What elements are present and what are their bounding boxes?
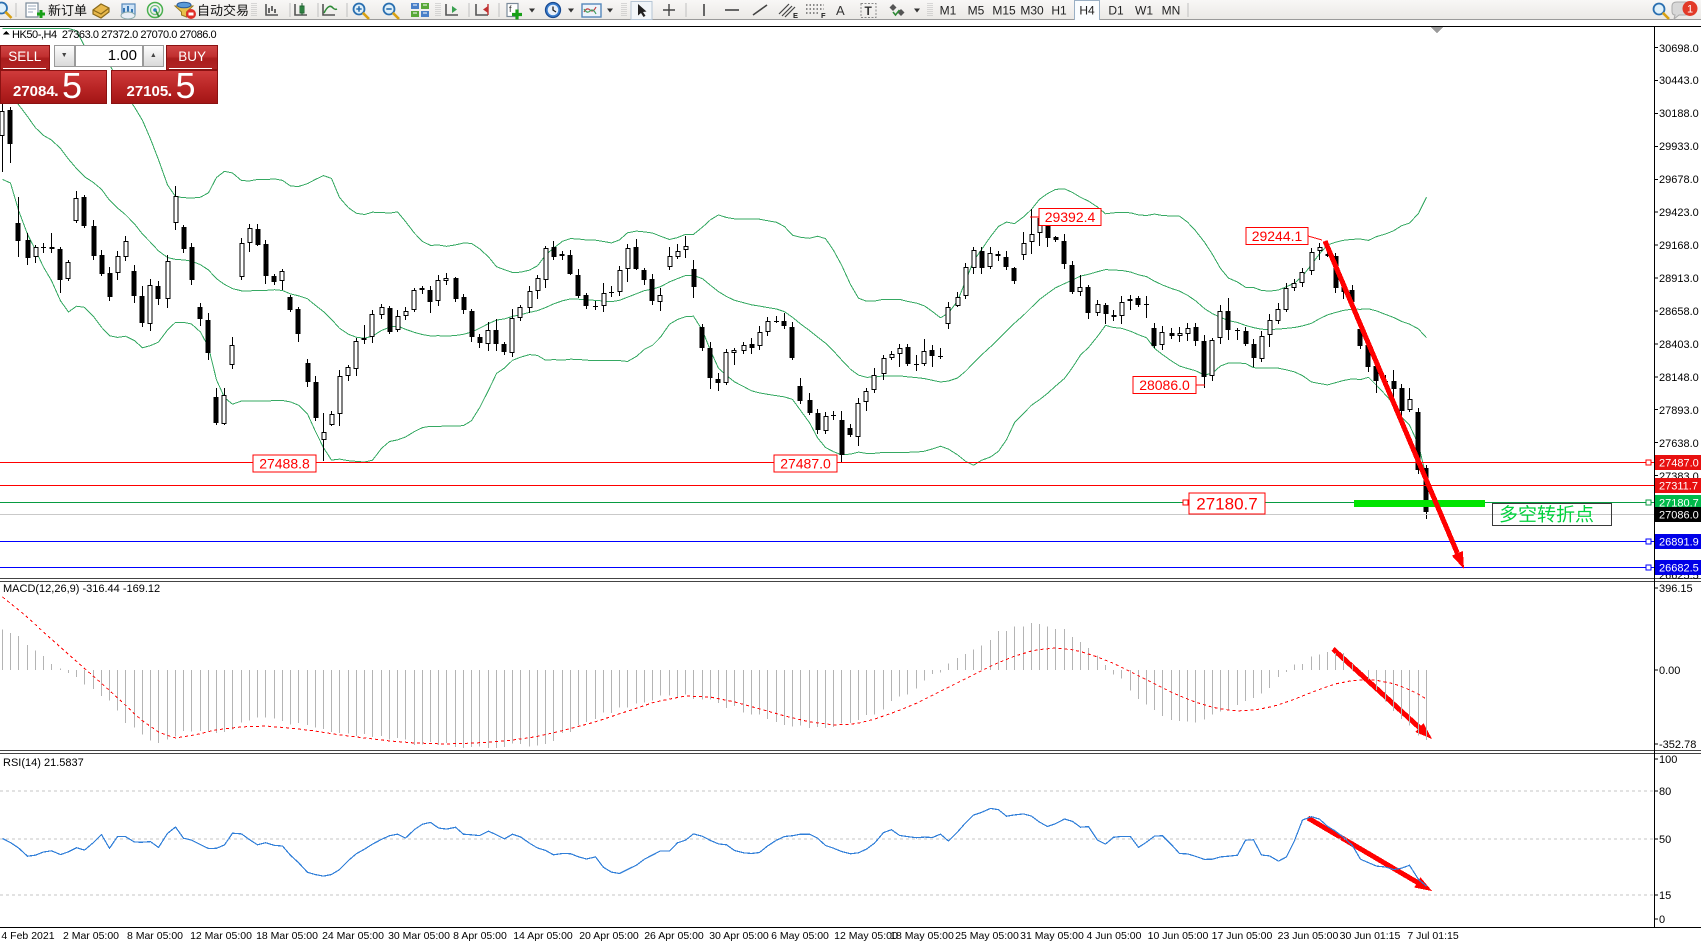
svg-text:28658.0: 28658.0: [1659, 306, 1699, 318]
svg-text:W1: W1: [1135, 4, 1153, 18]
svg-text:f: f: [509, 4, 512, 14]
svg-text:4 Feb 2021: 4 Feb 2021: [1, 930, 54, 942]
svg-text:27893.0: 27893.0: [1659, 405, 1699, 417]
svg-text:T: T: [865, 4, 873, 18]
svg-text:80: 80: [1659, 786, 1671, 798]
svg-text:27180.7: 27180.7: [1196, 495, 1257, 514]
svg-text:18 Mar 05:00: 18 Mar 05:00: [256, 930, 318, 942]
svg-text:27638.0: 27638.0: [1659, 438, 1699, 450]
svg-text:30188.0: 30188.0: [1659, 108, 1699, 120]
svg-text:30698.0: 30698.0: [1659, 43, 1699, 55]
svg-text:15: 15: [1659, 890, 1671, 902]
svg-text:26891.9: 26891.9: [1659, 537, 1699, 549]
svg-text:12 Mar 05:00: 12 Mar 05:00: [190, 930, 252, 942]
svg-text:18 May 05:00: 18 May 05:00: [890, 930, 954, 942]
svg-text:H4: H4: [1079, 4, 1095, 18]
svg-text:M30: M30: [1020, 4, 1044, 18]
svg-text:12 May 05:00: 12 May 05:00: [834, 930, 898, 942]
svg-text:26682.5: 26682.5: [1659, 563, 1699, 575]
svg-text:M1: M1: [940, 4, 957, 18]
svg-text:29678.0: 29678.0: [1659, 174, 1699, 186]
svg-text:30 Jun 01:15: 30 Jun 01:15: [1340, 930, 1401, 942]
svg-text:23 Jun 05:00: 23 Jun 05:00: [1278, 930, 1339, 942]
svg-text:0.00: 0.00: [1659, 665, 1680, 677]
svg-text:29168.0: 29168.0: [1659, 240, 1699, 252]
svg-text:25 May 05:00: 25 May 05:00: [955, 930, 1019, 942]
svg-text:8 Apr 05:00: 8 Apr 05:00: [453, 930, 507, 942]
svg-text:27488.8: 27488.8: [259, 456, 310, 472]
svg-text:M15: M15: [992, 4, 1016, 18]
svg-text:2 Mar 05:00: 2 Mar 05:00: [63, 930, 119, 942]
svg-text:27487.0: 27487.0: [1659, 458, 1699, 470]
svg-text:30 Mar 05:00: 30 Mar 05:00: [388, 930, 450, 942]
svg-text:29423.0: 29423.0: [1659, 207, 1699, 219]
svg-text:17 Jun 05:00: 17 Jun 05:00: [1212, 930, 1273, 942]
svg-text:30443.0: 30443.0: [1659, 75, 1699, 87]
svg-text:28086.0: 28086.0: [1139, 377, 1190, 393]
svg-text:F: F: [821, 11, 826, 20]
svg-text:MN: MN: [1162, 4, 1181, 18]
svg-text:28913.0: 28913.0: [1659, 273, 1699, 285]
svg-text:27180.7: 27180.7: [1659, 498, 1699, 510]
svg-text:7 Jul 01:15: 7 Jul 01:15: [1407, 930, 1459, 942]
svg-text:29392.4: 29392.4: [1045, 209, 1096, 225]
svg-text:29244.1: 29244.1: [1252, 228, 1303, 244]
svg-text:27487.0: 27487.0: [780, 456, 831, 472]
svg-text:14 Apr 05:00: 14 Apr 05:00: [513, 930, 573, 942]
svg-text:6 May 05:00: 6 May 05:00: [771, 930, 829, 942]
svg-text:0: 0: [1659, 914, 1665, 926]
svg-text:M5: M5: [968, 4, 985, 18]
svg-text:10 Jun 05:00: 10 Jun 05:00: [1148, 930, 1209, 942]
svg-text:20 Apr 05:00: 20 Apr 05:00: [579, 930, 639, 942]
svg-text:50: 50: [1659, 834, 1671, 846]
svg-text:28403.0: 28403.0: [1659, 339, 1699, 351]
svg-text:27086.0: 27086.0: [1659, 510, 1699, 522]
svg-text:RSI(14) 21.5837: RSI(14) 21.5837: [3, 757, 84, 769]
svg-text:HK50-,H4 27363.0 27372.0 2707: HK50-,H4 27363.0 27372.0 27070.0 27086.0: [12, 29, 217, 41]
svg-text:24 Mar 05:00: 24 Mar 05:00: [322, 930, 384, 942]
svg-text:MACD(12,26,9) -316.44 -169.12: MACD(12,26,9) -316.44 -169.12: [3, 583, 160, 595]
svg-text:27311.7: 27311.7: [1659, 481, 1698, 493]
svg-text:26 Apr 05:00: 26 Apr 05:00: [644, 930, 704, 942]
svg-text:31 May 05:00: 31 May 05:00: [1020, 930, 1084, 942]
svg-text:1: 1: [1687, 4, 1693, 16]
svg-text:H1: H1: [1051, 4, 1067, 18]
svg-text:4 Jun 05:00: 4 Jun 05:00: [1087, 930, 1142, 942]
svg-text:28148.0: 28148.0: [1659, 372, 1699, 384]
svg-text:A: A: [836, 3, 845, 18]
svg-text:8 Mar 05:00: 8 Mar 05:00: [127, 930, 183, 942]
svg-text:E: E: [793, 11, 798, 20]
svg-text:30 Apr 05:00: 30 Apr 05:00: [709, 930, 769, 942]
svg-text:100: 100: [1659, 754, 1677, 766]
svg-text:29933.0: 29933.0: [1659, 141, 1699, 153]
svg-text:396.15: 396.15: [1659, 583, 1693, 595]
svg-text:-352.78: -352.78: [1659, 739, 1696, 751]
svg-text:D1: D1: [1108, 4, 1124, 18]
